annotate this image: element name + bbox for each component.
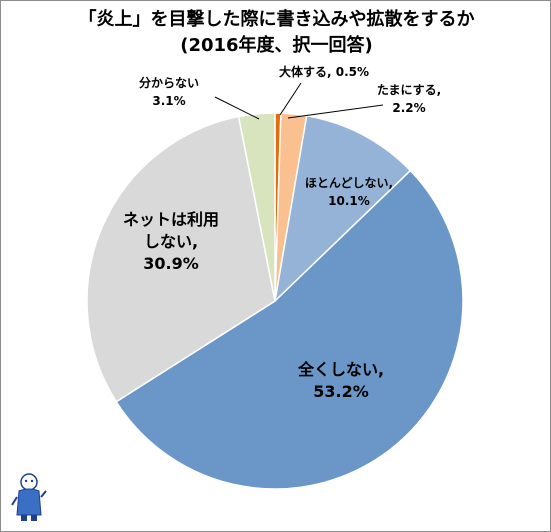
data-label: ほとんどしない, 10.1% xyxy=(305,176,393,208)
pie-slice xyxy=(273,114,412,304)
chart-title-sub: (2016年度、択一回答) xyxy=(180,35,373,56)
pie-slice xyxy=(237,112,276,302)
leader-line xyxy=(214,96,260,120)
chart-title-main: 「炎上」を目撃した際に書き込みや拡散をするか xyxy=(78,9,475,30)
data-label: 全くしない, 53.2% xyxy=(297,360,384,401)
data-label: たまにする, 2.2% xyxy=(377,83,441,115)
chart-title: 「炎上」を目撃した際に書き込みや拡散をするか (2016年度、択一回答) xyxy=(1,7,550,59)
leader-line xyxy=(279,82,302,116)
pie-slice xyxy=(115,169,464,490)
mascot-icon xyxy=(11,473,47,521)
data-label: ネットは利用しない, 30.9% xyxy=(123,210,219,273)
pie-slice xyxy=(86,115,276,403)
leader-line xyxy=(287,104,384,119)
data-label: 大体する, 0.5% xyxy=(279,64,369,79)
data-label: 分からない 3.1% xyxy=(139,75,199,108)
